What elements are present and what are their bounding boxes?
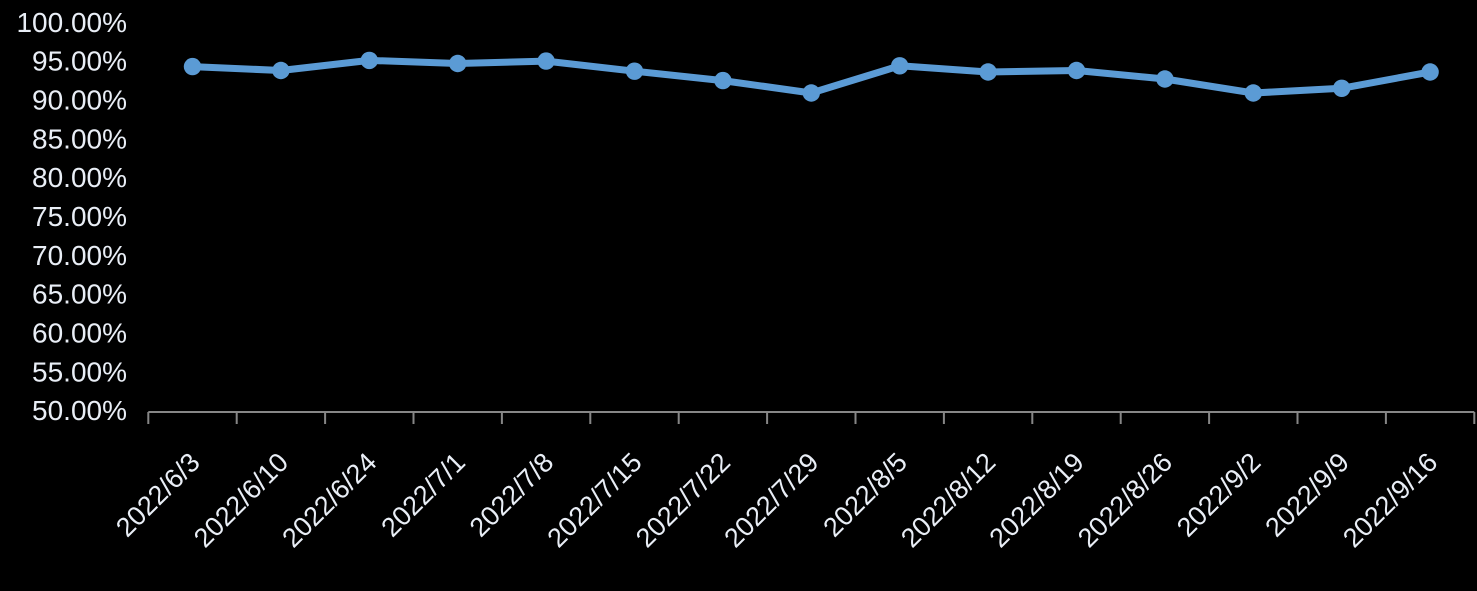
data-point-marker: [360, 51, 378, 70]
x-axis-tick-label: 2022/7/1: [375, 447, 471, 543]
x-axis-tick-label: 2022/9/2: [1171, 447, 1267, 543]
data-point-marker: [449, 54, 467, 73]
y-axis-tick-label: 70.00%: [32, 240, 127, 271]
data-point-marker: [714, 71, 732, 90]
x-axis-tick-label: 2022/7/29: [718, 447, 824, 553]
x-axis-tick-label: 2022/6/10: [188, 447, 294, 553]
y-axis-tick-label: 85.00%: [32, 123, 127, 154]
data-point-marker: [272, 61, 290, 80]
data-point-marker: [979, 63, 997, 81]
x-axis-tick-label: 2022/7/15: [542, 447, 648, 553]
x-axis-tick-label: 2022/8/12: [895, 447, 1001, 553]
data-point-marker: [625, 62, 644, 80]
x-axis-tick-label: 2022/8/26: [1072, 447, 1178, 553]
y-axis-tick-label: 80.00%: [32, 162, 127, 193]
y-axis-tick-label: 90.00%: [32, 84, 127, 115]
x-axis-tick-label: 2022/6/24: [276, 447, 382, 553]
data-point-marker: [802, 84, 820, 102]
y-axis-tick-label: 50.00%: [32, 395, 127, 426]
data-point-marker: [1244, 84, 1263, 102]
x-axis-tick-label: 2022/8/19: [984, 447, 1090, 553]
y-axis-tick-label: 95.00%: [32, 46, 127, 77]
y-axis-tick-label: 100.00%: [16, 7, 127, 38]
x-axis-tick-label: 2022/7/22: [630, 447, 736, 553]
data-point-marker: [183, 57, 202, 76]
data-point-marker: [1067, 61, 1086, 80]
data-point-marker: [1333, 79, 1351, 98]
data-point-marker: [537, 52, 555, 70]
data-point-marker: [1421, 63, 1439, 81]
x-axis-tick-label: 2022/9/16: [1337, 447, 1443, 553]
data-point-marker: [891, 57, 909, 75]
data-point-marker: [1156, 70, 1174, 88]
y-axis-tick-label: 65.00%: [32, 279, 127, 310]
y-axis-tick-label: 55.00%: [32, 356, 127, 387]
y-axis-tick-label: 75.00%: [32, 201, 127, 232]
y-axis-tick-label: 60.00%: [32, 318, 127, 349]
